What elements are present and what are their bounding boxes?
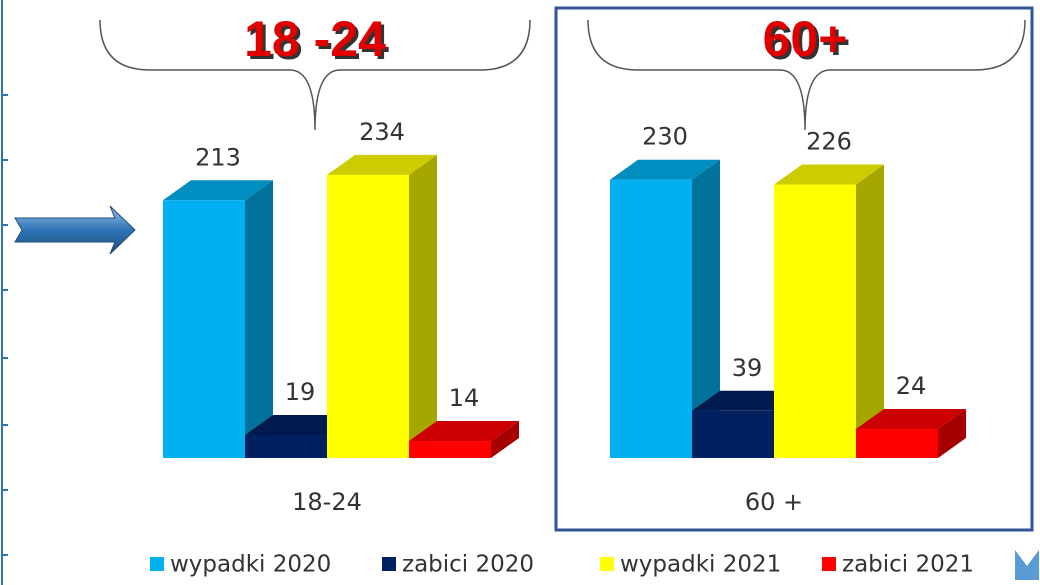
- bar-front: [409, 441, 491, 458]
- legend-swatch: [382, 557, 396, 571]
- highlight-box: [554, 6, 1034, 532]
- value-label: 226: [806, 128, 852, 156]
- bar-side: [409, 154, 437, 459]
- value-label: 234: [359, 118, 405, 146]
- bar-top: [610, 159, 720, 180]
- bar-front: [774, 184, 856, 459]
- bar: [327, 154, 437, 459]
- annotation: 60+: [766, 14, 851, 70]
- bar-side: [856, 164, 884, 459]
- brace: [99, 19, 531, 131]
- annotation: 18 -24: [247, 14, 389, 70]
- legend-label: wypadki 2021: [620, 552, 781, 578]
- legend-label: zabici 2021: [842, 552, 974, 578]
- value-label: 213: [195, 143, 241, 171]
- bar-side: [692, 159, 720, 458]
- bar: [856, 408, 966, 458]
- value-label: 14: [449, 384, 480, 412]
- bar-front: [327, 174, 409, 459]
- value-label: 19: [285, 378, 316, 406]
- bar-top: [856, 408, 966, 429]
- value-label: 39: [732, 354, 763, 382]
- bar-front: [163, 200, 245, 458]
- bar-side: [245, 180, 273, 458]
- category-label: 60 +: [745, 488, 803, 516]
- bar-side: [938, 408, 966, 458]
- legend-swatch: [150, 557, 164, 571]
- value-label: 24: [896, 372, 927, 400]
- legend-label: zabici 2020: [402, 552, 534, 578]
- bar-front: [856, 428, 938, 458]
- annotation: 60+: [763, 11, 848, 67]
- legend-label: wypadki 2020: [170, 552, 331, 578]
- bar: [774, 164, 884, 459]
- bar-front: [245, 435, 327, 458]
- bar-top: [163, 180, 273, 201]
- arrow: [14, 205, 136, 255]
- bar: [409, 421, 519, 458]
- bar: [163, 180, 273, 458]
- bar-front: [692, 410, 774, 458]
- legend-swatch: [600, 557, 614, 571]
- bar-top: [327, 154, 437, 175]
- brace: [587, 19, 1026, 131]
- bar-front: [610, 179, 692, 458]
- bar-side: [491, 421, 519, 458]
- logo: [1015, 550, 1039, 580]
- legend-swatch: [822, 557, 836, 571]
- bar: [610, 159, 720, 458]
- bar-top: [774, 164, 884, 185]
- value-label: 230: [642, 123, 688, 151]
- annotation: 18 -24: [244, 11, 386, 67]
- category-label: 18-24: [292, 488, 362, 516]
- bar-top: [409, 421, 519, 442]
- left-ticks: [2, 94, 8, 556]
